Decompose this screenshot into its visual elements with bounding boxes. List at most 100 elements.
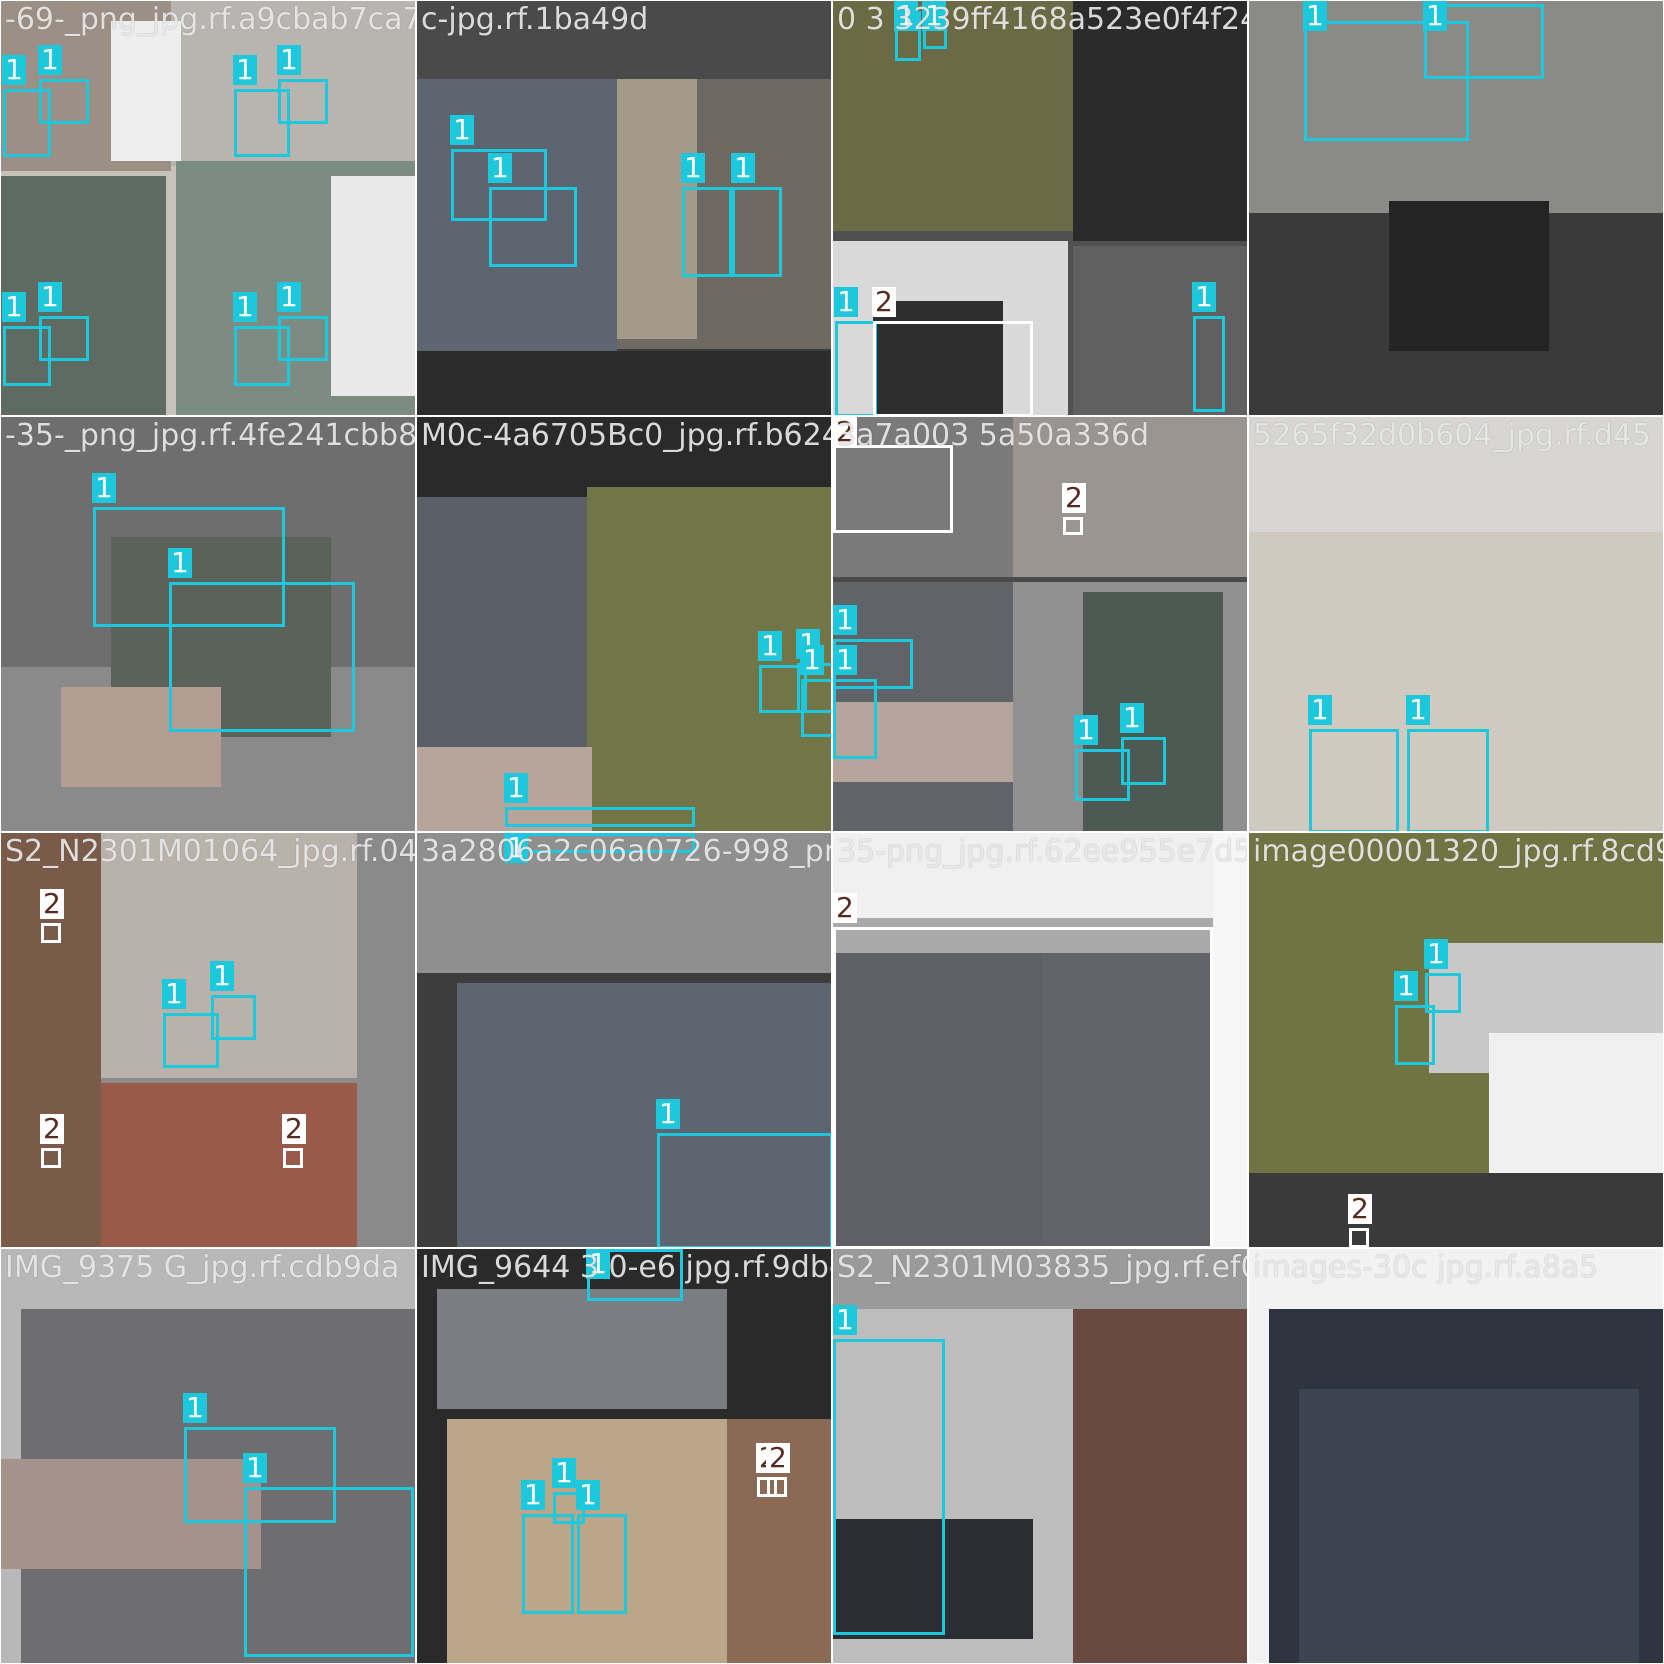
class-label: 2 xyxy=(40,1114,64,1144)
image-region xyxy=(1083,592,1223,831)
image-region xyxy=(833,1,1073,231)
class-label: 2 xyxy=(40,889,64,919)
class-label: 1 xyxy=(758,631,782,661)
bounding-box xyxy=(278,316,328,361)
tile-filename: S2_N2301M03835_jpg.rf.ef0c xyxy=(837,1250,1248,1285)
image-region xyxy=(437,1289,727,1409)
mosaic-tile: 11111111-69-_png_jpg.rf.a9cbab7ca7e823f1… xyxy=(0,0,416,416)
class-label: 1 xyxy=(800,645,824,675)
tile-filename: 0 3 3239ff4168a523e0f4f2466_jpg.rf.6e xyxy=(837,2,1247,37)
bounding-box xyxy=(1193,316,1225,412)
bounding-box xyxy=(833,445,953,533)
bounding-box xyxy=(211,995,256,1040)
image-region xyxy=(1013,417,1247,577)
tile-filename: M0c-4a6705Bc0_jpg.rf.b624 xyxy=(421,418,832,453)
tile-filename: image00001320_jpg.rf.8cd98d54 xyxy=(1253,834,1663,869)
tile-filename: -35-_png_jpg.rf.4fe241cbb88 xyxy=(5,418,416,453)
tile-filename: images-30c jpg.rf.a8a5 xyxy=(1253,1250,1599,1285)
image-region xyxy=(101,833,357,1078)
tile-filename: c-jpg.rf.1ba49d xyxy=(421,2,649,37)
class-label: 1 xyxy=(656,1099,680,1129)
class-label: 1 xyxy=(586,1249,610,1279)
bounding-box xyxy=(163,1013,219,1068)
bounding-box xyxy=(833,927,1213,1247)
class-label: 2 xyxy=(1348,1194,1372,1224)
image-region xyxy=(1073,1,1247,241)
image-region xyxy=(1,176,166,415)
tile-image xyxy=(417,833,831,1247)
tile-filename: 5265f32d0b604_jpg.rf.d45 xyxy=(1253,418,1651,453)
bounding-box xyxy=(169,582,355,732)
image-region xyxy=(111,21,181,161)
tile-image xyxy=(1,1249,415,1663)
class-label: 1 xyxy=(1394,971,1418,1001)
bounding-box xyxy=(522,1514,574,1614)
bounding-box xyxy=(1063,517,1083,535)
bounding-box xyxy=(577,1514,627,1614)
class-label: 1 xyxy=(1192,282,1216,312)
tile-filename: S2_N2301M01064_jpg.rf.044 xyxy=(5,834,416,869)
tile-image xyxy=(833,417,1247,831)
tile-image xyxy=(1249,1,1663,415)
class-label: 1 xyxy=(504,773,528,803)
class-label: 1 xyxy=(504,833,528,863)
bounding-box xyxy=(278,79,328,124)
class-label: 1 xyxy=(1423,1,1447,31)
class-label: 1 xyxy=(731,153,755,183)
bounding-box xyxy=(184,1427,336,1523)
image-region xyxy=(1073,1309,1247,1663)
class-label: 2 xyxy=(872,287,896,317)
image-region xyxy=(417,1,831,79)
class-label: 1 xyxy=(277,282,301,312)
image-region xyxy=(1073,246,1247,415)
class-label: 1 xyxy=(1074,715,1098,745)
bounding-box xyxy=(767,1477,787,1497)
bounding-box xyxy=(1425,973,1461,1013)
bounding-box xyxy=(39,316,89,361)
image-region xyxy=(587,487,831,831)
class-label: 1 xyxy=(277,45,301,75)
image-region xyxy=(331,176,415,396)
tile-image xyxy=(1,833,415,1247)
mosaic-tile: images-30c jpg.rf.a8a5 xyxy=(1248,1248,1664,1664)
class-label: 1 xyxy=(922,1,946,31)
tile-filename: 3a2806a2c06a0726-998_png xyxy=(421,834,832,869)
class-label: 1 xyxy=(833,605,857,635)
tile-image xyxy=(417,417,831,831)
tile-image xyxy=(1249,417,1663,831)
bounding-box xyxy=(759,665,807,713)
bounding-box xyxy=(732,187,782,277)
bounding-box xyxy=(682,187,732,277)
tile-filename: -69-_png_jpg.rf.a9cbab7ca7e823f18c74c5d8… xyxy=(5,2,415,37)
tile-image xyxy=(1249,833,1663,1247)
mosaic-tile: 1 1 5265f32d0b604_jpg.rf.d45 xyxy=(1248,416,1664,832)
image-region xyxy=(417,351,831,415)
bounding-box xyxy=(1395,1005,1435,1065)
image-region xyxy=(447,1419,727,1663)
class-label: 1 xyxy=(162,979,186,1009)
bounding-box xyxy=(1075,749,1130,801)
class-label: 2 xyxy=(833,893,857,923)
mosaic-tile: 1 1 IMG_9375 G_jpg.rf.cdb9da xyxy=(0,1248,416,1664)
class-label: 1 xyxy=(168,548,192,578)
mosaic-tile: 1 S2_N2301M03835_jpg.rf.ef0c xyxy=(832,1248,1248,1664)
image-region xyxy=(457,983,831,1247)
tile-image xyxy=(833,1249,1247,1663)
class-label: 1 xyxy=(210,961,234,991)
mosaic-tile: 1 1 -35-_png_jpg.rf.4fe241cbb88 xyxy=(0,416,416,832)
bounding-box xyxy=(3,326,51,386)
bounding-box xyxy=(234,326,290,386)
bounding-box xyxy=(1309,729,1399,831)
image-region xyxy=(833,1519,1033,1639)
image-region xyxy=(873,301,1003,415)
mosaic-tile: 1 1 1 1 M0c-4a6705Bc0_jpg.rf.b624 xyxy=(416,416,832,832)
mosaic-tile: 2 35-png_jpg.rf.62ee955e7d5472e1 xyxy=(832,832,1248,1248)
bounding-box xyxy=(39,79,89,124)
image-region xyxy=(61,687,221,787)
tile-image xyxy=(833,1,1247,415)
bounding-box xyxy=(41,1148,61,1168)
bounding-box xyxy=(835,321,877,415)
bounding-box xyxy=(833,679,877,759)
image-region xyxy=(1249,417,1663,532)
